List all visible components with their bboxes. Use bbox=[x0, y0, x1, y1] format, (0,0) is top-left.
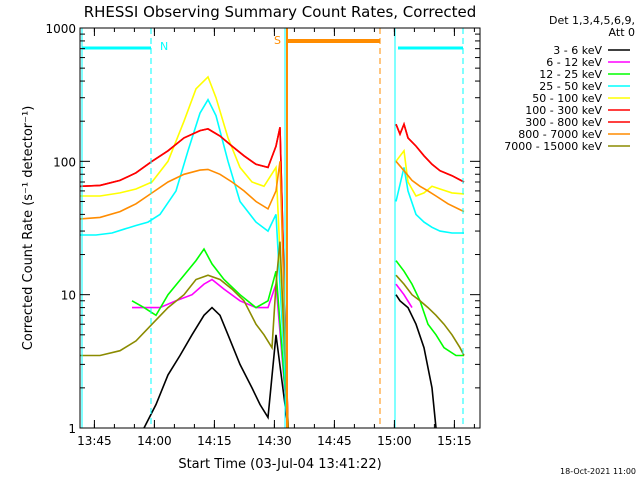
legend-label-8: 7000 - 15000 keV bbox=[504, 140, 602, 153]
x-tick-label-2: 14:15 bbox=[197, 434, 232, 448]
y-axis: 1 10 100 1000 bbox=[45, 22, 480, 436]
legend-label-5: 100 - 300 keV bbox=[525, 104, 602, 117]
chart-title: RHESSI Observing Summary Count Rates, Co… bbox=[84, 3, 477, 21]
y-axis-label: Corrected Count Rate (s⁻¹ detector⁻¹) bbox=[21, 106, 36, 351]
series-line-6 bbox=[79, 121, 465, 429]
x-tick-label-6: 15:15 bbox=[437, 434, 472, 448]
legend-header-1: Att 0 bbox=[609, 26, 635, 39]
series-line-0 bbox=[143, 294, 437, 429]
series-layer bbox=[79, 75, 465, 429]
legend-label-6: 300 - 800 keV bbox=[525, 116, 602, 129]
plot-frame bbox=[79, 27, 481, 429]
series-line-3 bbox=[80, 98, 464, 429]
y-tick-label-3: 1000 bbox=[45, 22, 76, 36]
x-tick-label-3: 14:30 bbox=[257, 434, 292, 448]
x-tick-label-5: 15:00 bbox=[377, 434, 412, 448]
x-axis: 13:45 14:00 14:15 14:30 14:45 15:00 15:15 bbox=[77, 28, 475, 448]
series-line-8 bbox=[80, 241, 465, 429]
series-line-7 bbox=[79, 160, 465, 429]
y-tick-label-0: 1 bbox=[68, 422, 76, 436]
legend-label-7: 800 - 7000 keV bbox=[518, 128, 602, 141]
legend-label-2: 12 - 25 keV bbox=[539, 68, 602, 81]
legend-label-3: 25 - 50 keV bbox=[539, 80, 602, 93]
legend-label-1: 6 - 12 keV bbox=[546, 56, 602, 69]
x-tick-label-1: 14:00 bbox=[137, 434, 172, 448]
series-line-4 bbox=[80, 75, 465, 429]
x-axis-label: Start Time (03-Jul-04 13:41:22) bbox=[178, 457, 381, 472]
legend-label-4: 50 - 100 keV bbox=[532, 92, 602, 105]
x-tick-label-4: 14:45 bbox=[317, 434, 352, 448]
legend-header-0: Det 1,3,4,5,6,9, bbox=[549, 14, 635, 27]
y-tick-label-2: 100 bbox=[53, 155, 76, 169]
saa-marker-label: S bbox=[274, 34, 281, 47]
y-tick-label-1: 10 bbox=[61, 289, 76, 303]
legend-label-0: 3 - 6 keV bbox=[553, 44, 602, 57]
x-tick-label-0: 13:45 bbox=[77, 434, 112, 448]
series-line-2 bbox=[131, 247, 464, 429]
night-marker-label: N bbox=[160, 40, 168, 53]
footer-timestamp: 18-Oct-2021 11:00 bbox=[560, 467, 636, 476]
